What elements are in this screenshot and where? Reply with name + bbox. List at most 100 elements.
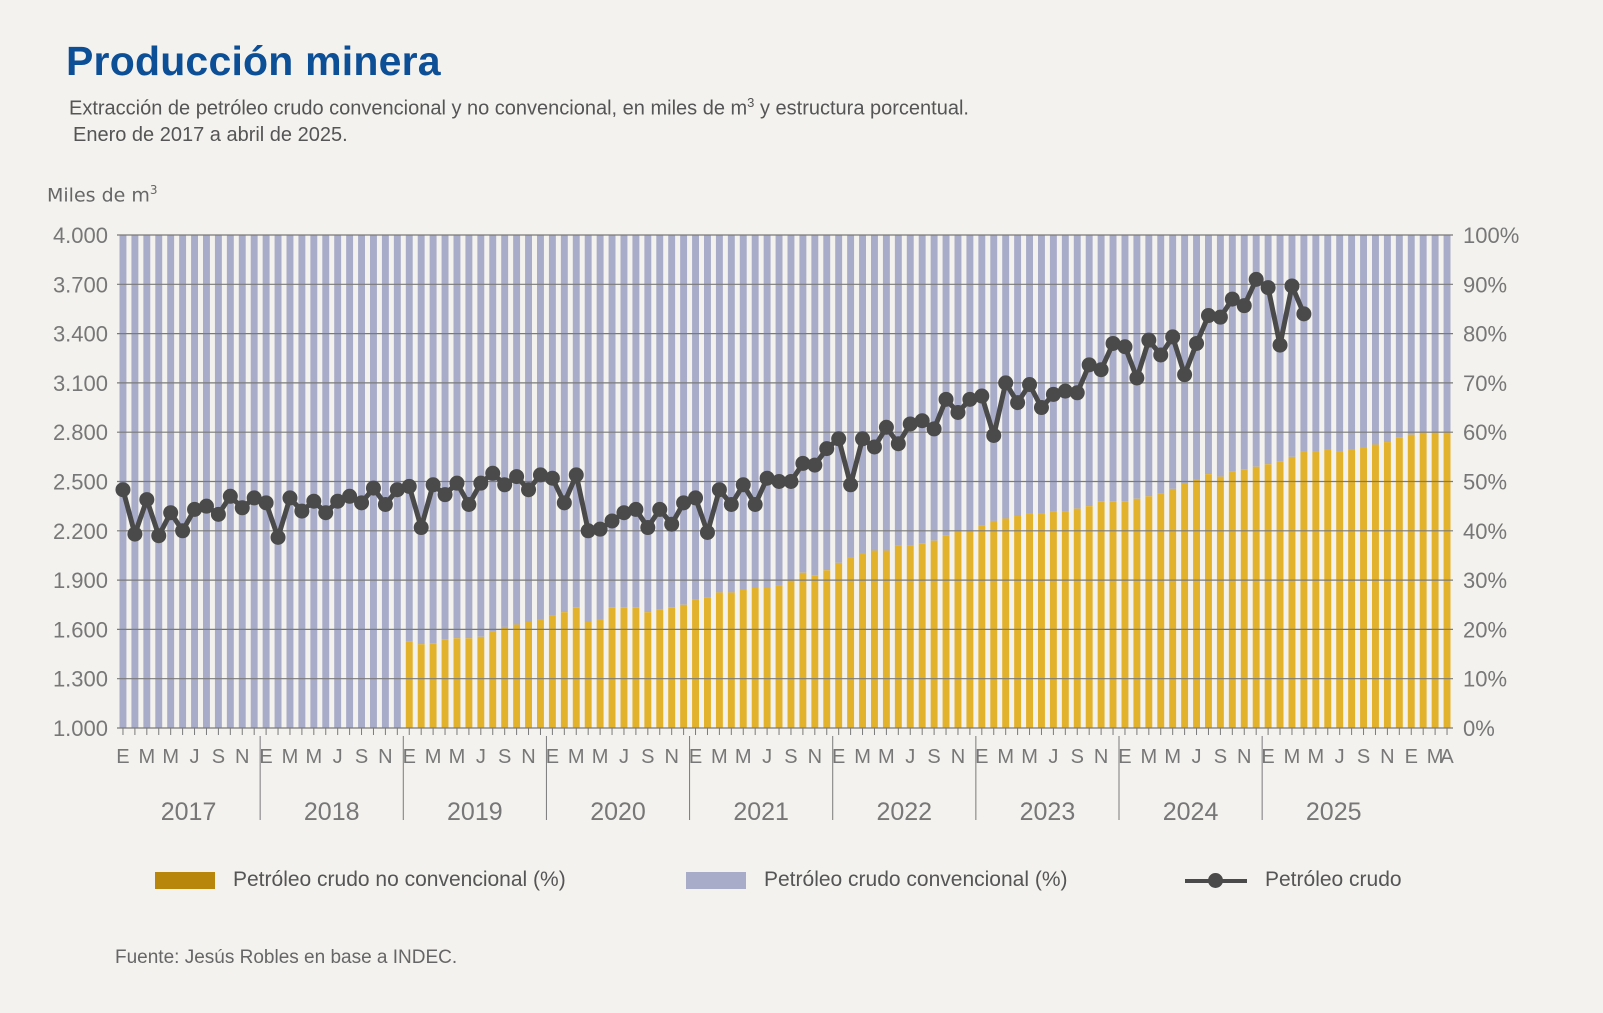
line-point xyxy=(377,497,393,513)
bar-unconventional xyxy=(715,592,723,728)
bar-conventional xyxy=(608,235,616,608)
x-month-label: S xyxy=(927,746,940,768)
line-point xyxy=(1272,337,1288,353)
line-point xyxy=(1141,332,1157,348)
bar-unconventional xyxy=(429,643,437,728)
bar-unconventional xyxy=(477,636,485,728)
bar-unconventional xyxy=(1002,518,1010,728)
left-tick-label: 1.300 xyxy=(53,667,108,692)
line-point xyxy=(127,526,143,542)
line-point xyxy=(318,505,334,521)
left-tick-label: 1.600 xyxy=(53,617,108,642)
bar-unconventional xyxy=(1061,511,1069,728)
bar-unconventional xyxy=(1157,493,1165,728)
bar-conventional xyxy=(465,235,473,639)
x-month-label: S xyxy=(1357,746,1370,768)
bar-unconventional xyxy=(1407,434,1415,728)
line-point xyxy=(604,513,620,529)
line-point xyxy=(115,482,131,498)
bar-conventional xyxy=(799,235,807,573)
left-tick-label: 3.400 xyxy=(53,322,108,347)
line-point xyxy=(294,503,310,519)
line-point xyxy=(819,441,835,457)
bar-conventional xyxy=(632,235,640,608)
bar-conventional xyxy=(584,235,592,623)
x-month-label: M xyxy=(282,746,299,768)
bar-conventional xyxy=(918,235,926,544)
bar-unconventional xyxy=(1288,456,1296,728)
right-tick-label: 70% xyxy=(1463,371,1507,396)
x-month-label: M xyxy=(735,746,752,768)
line-point xyxy=(807,457,823,473)
line-point xyxy=(688,490,704,506)
chart-title: Producción minera xyxy=(66,38,441,84)
x-month-label: A xyxy=(1440,746,1454,768)
bar-unconventional xyxy=(596,619,604,728)
y-axis-units-label: Miles de m3 xyxy=(47,183,158,206)
bar-unconventional xyxy=(1228,471,1236,728)
line-point xyxy=(175,523,191,539)
bar-conventional xyxy=(1383,235,1391,443)
line-point xyxy=(1081,357,1097,373)
line-point xyxy=(986,427,1002,443)
line-point xyxy=(544,470,560,486)
bar-unconventional xyxy=(1360,446,1367,728)
chart-legend: Petróleo crudo no convencional (%) Petró… xyxy=(0,868,1603,898)
bar-unconventional xyxy=(668,607,676,728)
bar-unconventional xyxy=(1038,513,1045,728)
line-point xyxy=(1153,347,1169,363)
bar-conventional xyxy=(823,235,831,571)
bar-unconventional xyxy=(560,612,568,728)
line-point xyxy=(282,490,298,506)
line-point xyxy=(437,487,453,503)
bar-conventional xyxy=(489,235,497,632)
bar-conventional xyxy=(668,235,676,608)
bar-unconventional xyxy=(871,550,878,728)
line-point xyxy=(795,455,811,471)
bar-unconventional xyxy=(501,626,509,728)
line-point xyxy=(1069,385,1085,401)
x-month-label: M xyxy=(425,746,442,768)
line-point xyxy=(652,501,668,517)
line-point xyxy=(556,495,572,511)
bar-unconventional xyxy=(978,525,986,728)
x-month-label: N xyxy=(1380,746,1394,768)
bar-unconventional xyxy=(1097,501,1105,728)
line-point xyxy=(1022,377,1038,393)
bar-conventional xyxy=(990,235,998,521)
x-month-label: J xyxy=(190,746,200,768)
line-point xyxy=(187,501,203,517)
x-month-label: E xyxy=(832,746,845,768)
bar-conventional xyxy=(1181,235,1189,484)
bar-conventional xyxy=(1169,235,1177,489)
x-month-label: N xyxy=(1237,746,1251,768)
line-point xyxy=(1177,367,1193,383)
bar-conventional xyxy=(978,235,986,526)
bar-unconventional xyxy=(1145,496,1153,728)
line-point xyxy=(485,465,501,481)
legend-swatch-conventional xyxy=(686,871,746,889)
x-month-label: J xyxy=(1048,746,1058,768)
line-point xyxy=(198,498,214,514)
bar-conventional xyxy=(1109,235,1117,502)
bar-unconventional xyxy=(990,520,998,728)
x-year-label: 2025 xyxy=(1306,798,1362,826)
line-point xyxy=(699,524,715,540)
line-point xyxy=(365,480,381,496)
bar-unconventional xyxy=(572,607,580,728)
bar-unconventional xyxy=(787,580,795,728)
bar-conventional xyxy=(560,235,568,613)
line-point xyxy=(139,492,155,508)
line-point xyxy=(461,497,477,513)
x-month-label: M xyxy=(592,746,609,768)
x-month-label: N xyxy=(235,746,249,768)
bar-conventional xyxy=(942,235,950,536)
bar-unconventional xyxy=(1109,501,1117,728)
bar-unconventional xyxy=(465,638,473,728)
x-year-label: 2023 xyxy=(1020,798,1076,826)
line-point xyxy=(1093,362,1109,378)
left-tick-label: 2.800 xyxy=(53,420,108,445)
bar-unconventional xyxy=(1276,461,1284,728)
x-month-label: S xyxy=(1071,746,1084,768)
